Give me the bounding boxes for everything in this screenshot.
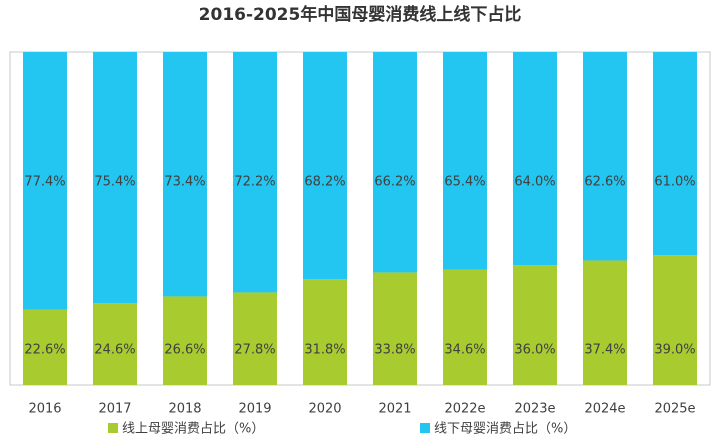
- bar-segment: [303, 279, 347, 385]
- x-tick-label: 2021: [378, 402, 411, 417]
- x-tick-label: 2020: [308, 402, 341, 417]
- bar-segment: [233, 292, 277, 385]
- value-label: 72.2%: [234, 175, 275, 190]
- value-label: 39.0%: [654, 343, 695, 358]
- bar-segment: [23, 309, 67, 385]
- bar-segment: [653, 255, 697, 385]
- value-label: 31.8%: [304, 343, 345, 358]
- bar-segment: [373, 272, 417, 385]
- bar-segment: [513, 52, 557, 266]
- legend-swatch: [420, 423, 430, 433]
- bar-segment: [583, 52, 627, 261]
- legend-label: 线下母婴消费占比（%）: [434, 422, 576, 437]
- bar-segment: [93, 303, 137, 385]
- bar-segment: [303, 52, 347, 280]
- bar-segment: [163, 52, 207, 297]
- value-label: 34.6%: [444, 343, 485, 358]
- value-label: 75.4%: [94, 175, 135, 190]
- value-label: 65.4%: [444, 175, 485, 190]
- bar-segment: [233, 52, 277, 293]
- value-label: 37.4%: [584, 343, 625, 358]
- bar-segment: [443, 269, 487, 385]
- legend-swatch: [108, 423, 118, 433]
- bar-segment: [23, 52, 67, 310]
- value-label: 77.4%: [24, 175, 65, 190]
- value-label: 64.0%: [514, 175, 555, 190]
- value-label: 27.8%: [234, 343, 275, 358]
- x-tick-label: 2016: [28, 402, 61, 417]
- value-label: 68.2%: [304, 175, 345, 190]
- value-label: 62.6%: [584, 175, 625, 190]
- value-label: 66.2%: [374, 175, 415, 190]
- value-label: 73.4%: [164, 175, 205, 190]
- value-label: 33.8%: [374, 343, 415, 358]
- bar-segment: [513, 265, 557, 385]
- x-tick-label: 2017: [98, 402, 131, 417]
- value-label: 36.0%: [514, 343, 555, 358]
- bar-segment: [443, 52, 487, 270]
- value-label: 22.6%: [24, 343, 65, 358]
- x-tick-label: 2024e: [584, 402, 625, 417]
- bar-segment: [583, 260, 627, 385]
- x-tick-label: 2023e: [514, 402, 555, 417]
- chart-title: 2016-2025年中国母婴消费线上线下占比: [199, 4, 522, 25]
- bar-segment: [93, 52, 137, 304]
- value-label: 61.0%: [654, 175, 695, 190]
- bar-segment: [163, 296, 207, 385]
- legend-label: 线上母婴消费占比（%）: [122, 422, 264, 437]
- x-tick-label: 2019: [238, 402, 271, 417]
- x-tick-label: 2018: [168, 402, 201, 417]
- x-tick-label: 2022e: [444, 402, 485, 417]
- plot-frame: [9, 51, 711, 386]
- value-label: 26.6%: [164, 343, 205, 358]
- x-tick-label: 2025e: [654, 402, 695, 417]
- bar-segment: [653, 52, 697, 256]
- value-label: 24.6%: [94, 343, 135, 358]
- bar-segment: [373, 52, 417, 273]
